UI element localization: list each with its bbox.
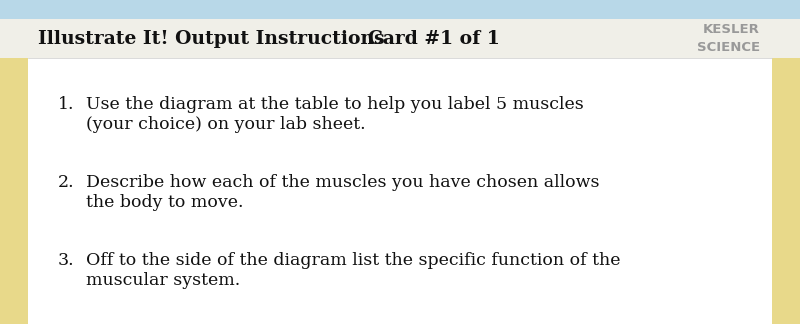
Bar: [0, 19, 28, 324]
Text: Off to the side of the diagram list the specific function of the: Off to the side of the diagram list the …: [86, 252, 621, 269]
Text: KESLER: KESLER: [703, 23, 760, 36]
Text: Describe how each of the muscles you have chosen allows: Describe how each of the muscles you hav…: [86, 174, 599, 191]
Text: (your choice) on your lab sheet.: (your choice) on your lab sheet.: [86, 116, 366, 133]
Bar: [772, 19, 800, 324]
Text: 2.: 2.: [58, 174, 74, 191]
Text: 3.: 3.: [58, 252, 74, 269]
Bar: [28, 58, 772, 324]
Text: Illustrate It! Output Instructions: Illustrate It! Output Instructions: [38, 30, 385, 48]
Text: SCIENCE: SCIENCE: [697, 41, 760, 54]
Text: the body to move.: the body to move.: [86, 194, 243, 211]
Text: Use the diagram at the table to help you label 5 muscles: Use the diagram at the table to help you…: [86, 96, 584, 113]
Bar: [0, 19, 800, 58]
Text: muscular system.: muscular system.: [86, 272, 240, 289]
Bar: [0, 0, 800, 19]
Text: 1.: 1.: [58, 96, 74, 113]
Text: Card #1 of 1: Card #1 of 1: [368, 30, 500, 48]
